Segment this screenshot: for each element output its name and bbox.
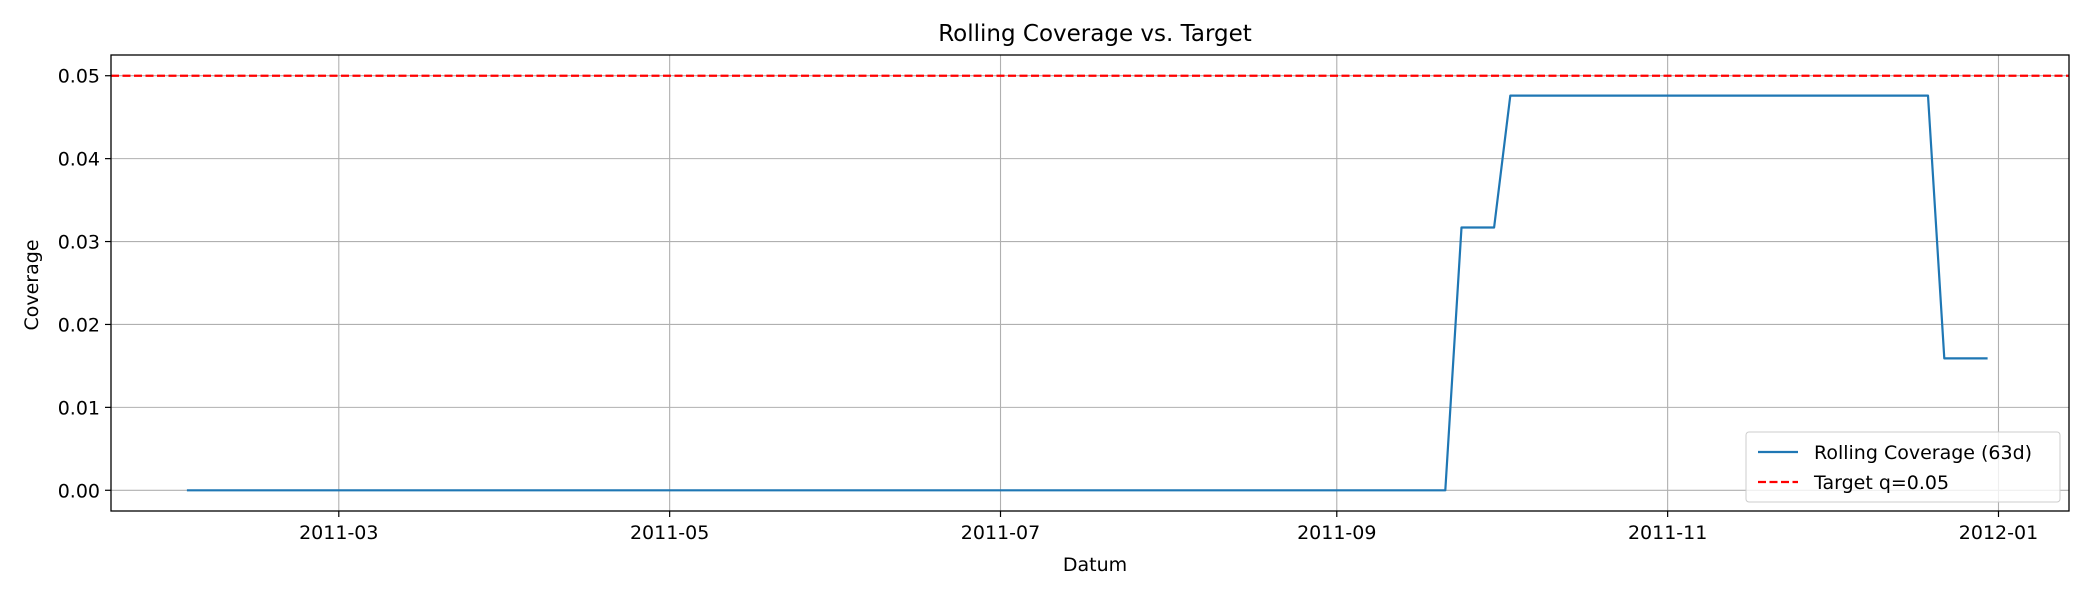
legend-label-rolling-coverage: Rolling Coverage (63d) (1814, 442, 2032, 464)
legend-box (1745, 431, 2061, 503)
plot-frame (110, 54, 2070, 512)
x-tick-label: 2012-01 (1959, 522, 2038, 544)
y-axis-ticks: 0.00 0.01 0.02 0.03 0.04 0.05 (58, 66, 111, 502)
y-tick-label: 0.05 (58, 66, 100, 88)
y-axis-label: Coverage (21, 239, 43, 330)
x-tick-label: 2011-11 (1628, 522, 1707, 544)
legend: Rolling Coverage (63d) Target q=0.05 (1745, 431, 2061, 503)
y-tick-label: 0.00 (58, 480, 100, 502)
x-axis-ticks: 2011-03 2011-05 2011-07 2011-09 2011-11 2012-… (299, 511, 2038, 544)
chart-title: Rolling Coverage vs. Target (938, 21, 1252, 47)
x-tick-label: 2011-05 (630, 522, 709, 544)
y-tick-label: 0.04 (58, 149, 100, 171)
legend-label-target: Target q=0.05 (1813, 472, 1949, 494)
x-tick-label: 2011-03 (299, 522, 378, 544)
x-axis-label: Datum (1063, 554, 1127, 576)
y-tick-label: 0.02 (58, 314, 100, 336)
rolling-coverage-line (186, 94, 1988, 492)
x-tick-label: 2011-07 (961, 522, 1040, 544)
y-tick-label: 0.01 (58, 397, 100, 419)
x-tick-label: 2011-09 (1297, 522, 1376, 544)
series-lines (111, 74, 2069, 492)
y-tick-label: 0.03 (58, 232, 100, 254)
